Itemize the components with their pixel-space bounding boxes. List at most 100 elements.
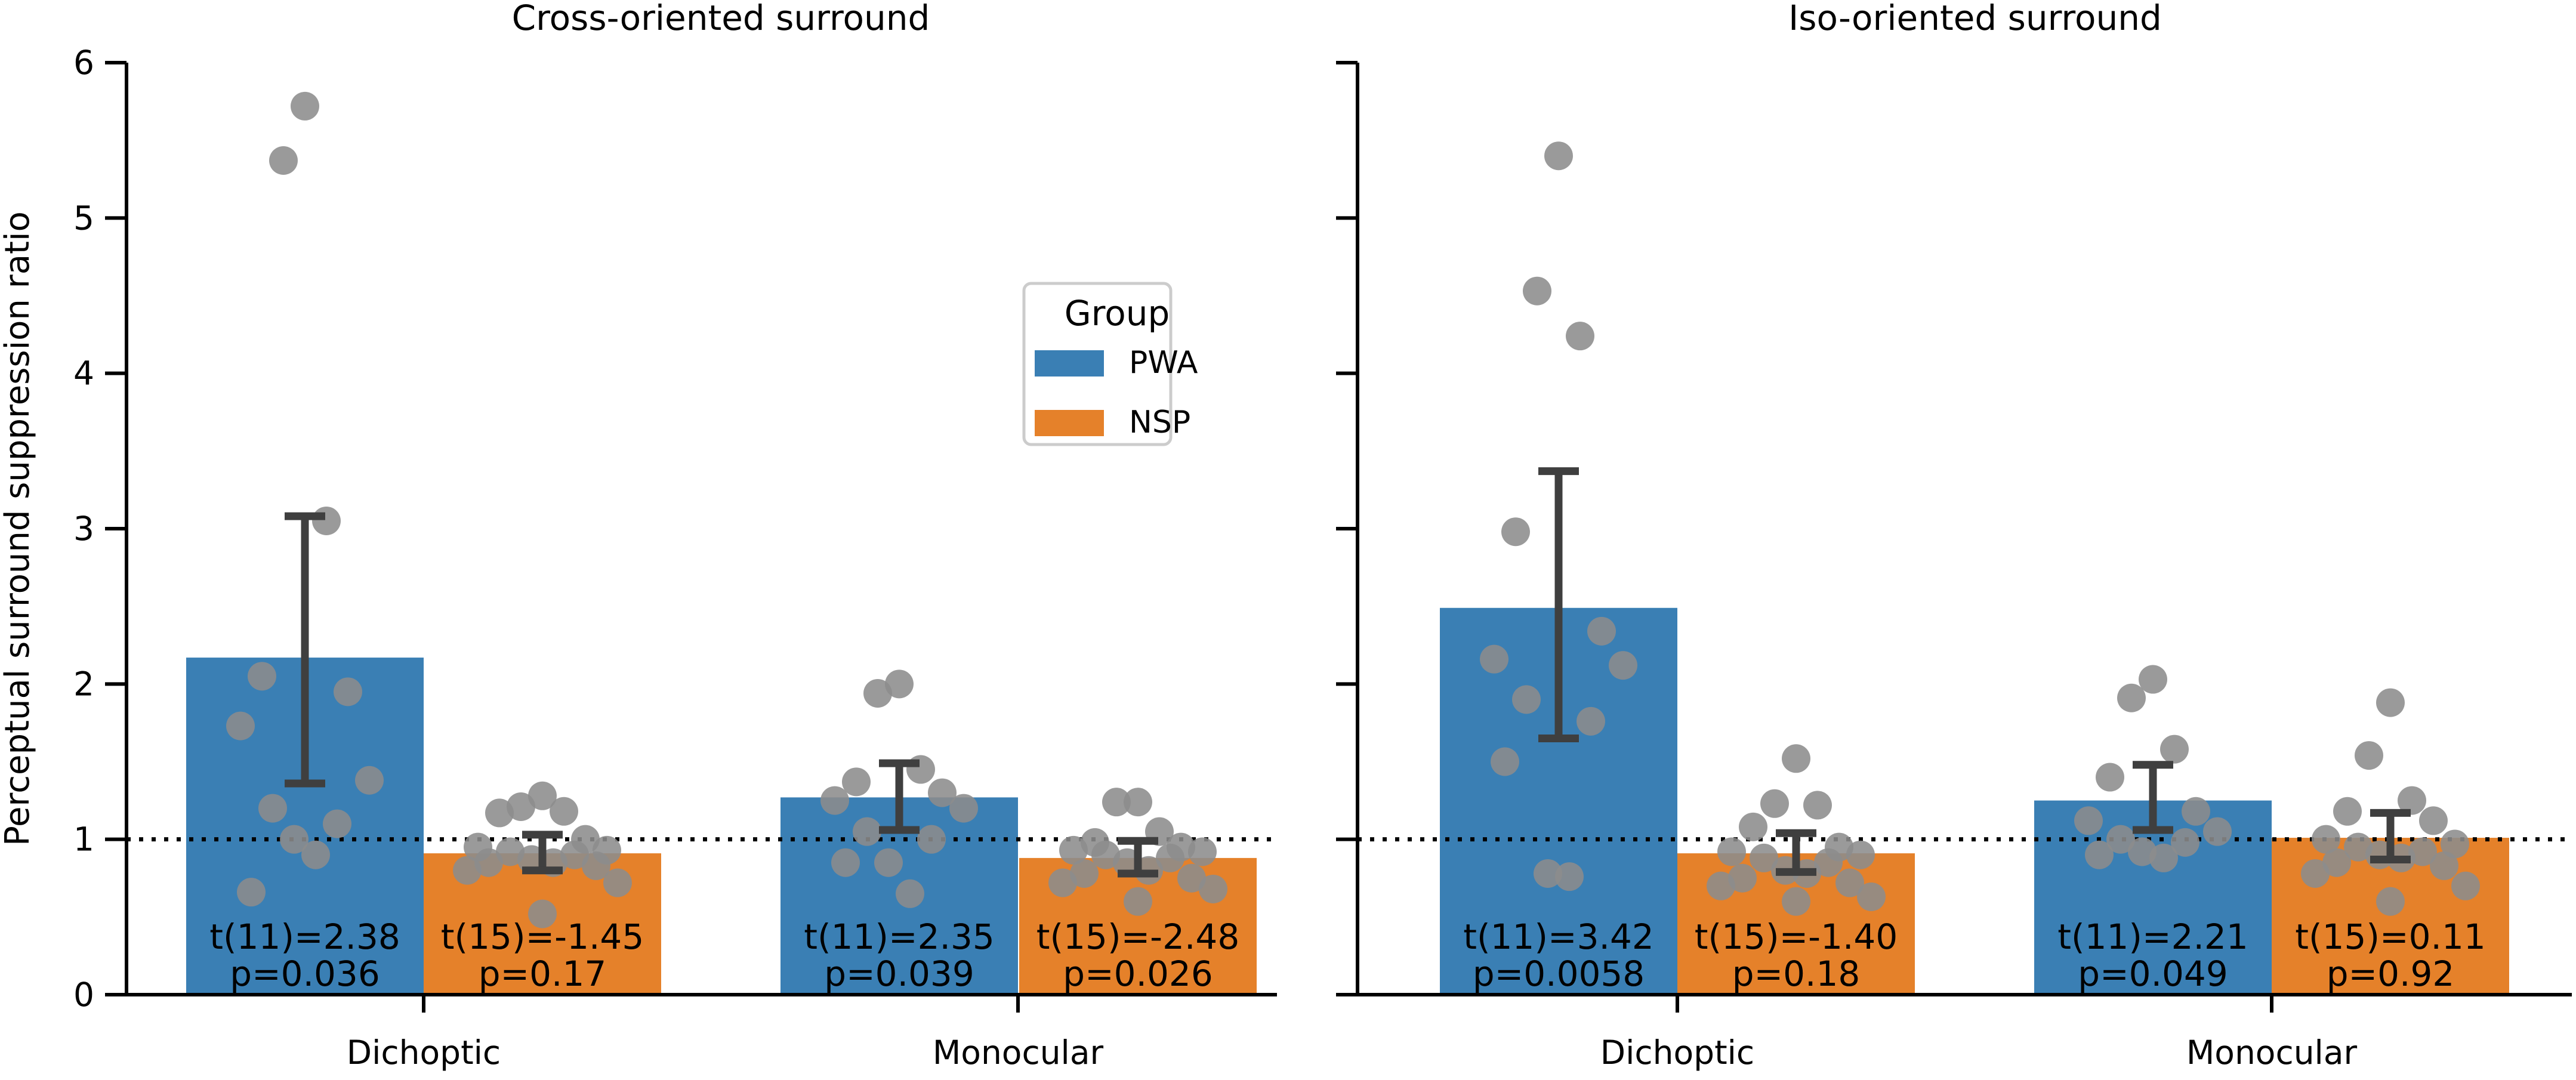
data-point xyxy=(1491,747,1519,776)
data-point xyxy=(1091,840,1120,869)
data-point xyxy=(1534,859,1562,888)
data-point xyxy=(507,792,535,821)
data-point xyxy=(2376,887,2405,916)
data-point xyxy=(248,662,276,691)
legend-swatch-nsp xyxy=(1035,410,1104,436)
data-point xyxy=(1048,868,1077,897)
stat-t-label: t(11)=2.38 xyxy=(209,917,400,957)
panel-title: Iso-oriented surround xyxy=(1788,0,2162,38)
stat-p-label: p=0.92 xyxy=(2327,954,2455,994)
stat-t-label: t(15)=-1.45 xyxy=(441,917,644,957)
data-point xyxy=(355,766,384,795)
y-tick-label: 3 xyxy=(73,510,94,548)
data-point xyxy=(1707,871,1735,900)
data-point xyxy=(2441,829,2469,859)
data-point xyxy=(2085,840,2114,869)
data-point xyxy=(528,899,557,928)
data-point xyxy=(885,669,914,699)
data-point xyxy=(496,837,525,866)
stat-t-label: t(11)=3.42 xyxy=(1463,917,1654,957)
x-tick-label: Monocular xyxy=(2186,1033,2358,1072)
data-point xyxy=(2106,825,2135,854)
data-point xyxy=(1739,812,1767,841)
data-point xyxy=(560,840,589,869)
data-point xyxy=(312,506,341,535)
legend-label-nsp: NSP xyxy=(1129,405,1190,440)
data-point xyxy=(2149,843,2178,872)
data-point xyxy=(1102,788,1131,817)
stat-p-label: p=0.18 xyxy=(1732,954,1861,994)
data-point xyxy=(1587,616,1616,646)
data-point xyxy=(1728,863,1757,893)
data-point xyxy=(1156,843,1184,872)
legend-swatch-pwa xyxy=(1035,350,1104,377)
data-point xyxy=(1846,840,1875,869)
stat-p-label: p=0.026 xyxy=(1063,954,1213,994)
data-point xyxy=(1814,848,1843,877)
stat-t-label: t(15)=-2.48 xyxy=(1036,917,1239,957)
stat-p-label: p=0.17 xyxy=(479,954,607,994)
data-point xyxy=(1555,862,1584,891)
data-point xyxy=(550,797,578,826)
data-point xyxy=(1566,322,1594,351)
data-point xyxy=(237,878,266,907)
stat-t-label: t(11)=2.35 xyxy=(804,917,995,957)
data-point xyxy=(1717,837,1746,866)
data-point xyxy=(301,840,330,869)
stat-p-label: p=0.049 xyxy=(2078,954,2228,994)
stat-t-label: t(11)=2.21 xyxy=(2057,917,2248,957)
data-point xyxy=(1577,706,1605,736)
data-point xyxy=(226,711,255,740)
data-point xyxy=(1835,868,1864,897)
data-point xyxy=(2451,871,2480,900)
data-point xyxy=(528,781,557,810)
y-tick-label: 6 xyxy=(73,44,94,82)
data-point xyxy=(2301,859,2330,888)
data-point xyxy=(323,809,351,838)
data-point xyxy=(1070,859,1099,888)
data-point xyxy=(853,817,881,846)
x-tick-label: Dichoptic xyxy=(347,1033,501,1072)
y-tick-label: 5 xyxy=(73,199,94,237)
legend-title: Group xyxy=(1065,293,1170,334)
data-point xyxy=(1501,517,1530,547)
legend-label-pwa: PWA xyxy=(1129,345,1198,381)
data-point xyxy=(896,879,924,908)
data-point xyxy=(2419,806,2448,835)
data-point xyxy=(291,91,319,121)
data-point xyxy=(863,678,892,708)
data-point xyxy=(1199,874,1227,903)
data-point xyxy=(1188,837,1217,866)
stat-p-label: p=0.0058 xyxy=(1473,954,1645,994)
data-point xyxy=(1750,843,1778,872)
y-tick-label: 1 xyxy=(73,820,94,859)
data-point xyxy=(1124,788,1152,817)
data-point xyxy=(2312,825,2340,854)
data-point xyxy=(258,794,287,823)
data-point xyxy=(2322,848,2351,877)
data-point xyxy=(1124,887,1152,916)
data-point xyxy=(2355,741,2383,770)
y-tick-label: 4 xyxy=(73,354,94,393)
data-point xyxy=(453,856,482,885)
data-point xyxy=(1760,789,1789,818)
data-point xyxy=(474,848,503,877)
data-point xyxy=(2171,828,2199,857)
stat-p-label: p=0.036 xyxy=(230,954,380,994)
data-point xyxy=(1480,644,1508,674)
x-tick-label: Monocular xyxy=(933,1033,1104,1072)
data-point xyxy=(2398,786,2426,815)
x-tick-label: Dichoptic xyxy=(1600,1033,1754,1072)
data-point xyxy=(1544,141,1573,171)
stat-p-label: p=0.039 xyxy=(824,954,974,994)
data-point xyxy=(2096,763,2124,792)
data-point xyxy=(280,825,308,854)
data-point xyxy=(1059,835,1088,865)
data-point xyxy=(831,848,860,877)
data-point xyxy=(1609,651,1637,680)
data-point xyxy=(1782,887,1810,916)
data-point xyxy=(485,798,514,828)
data-point xyxy=(1512,685,1541,714)
